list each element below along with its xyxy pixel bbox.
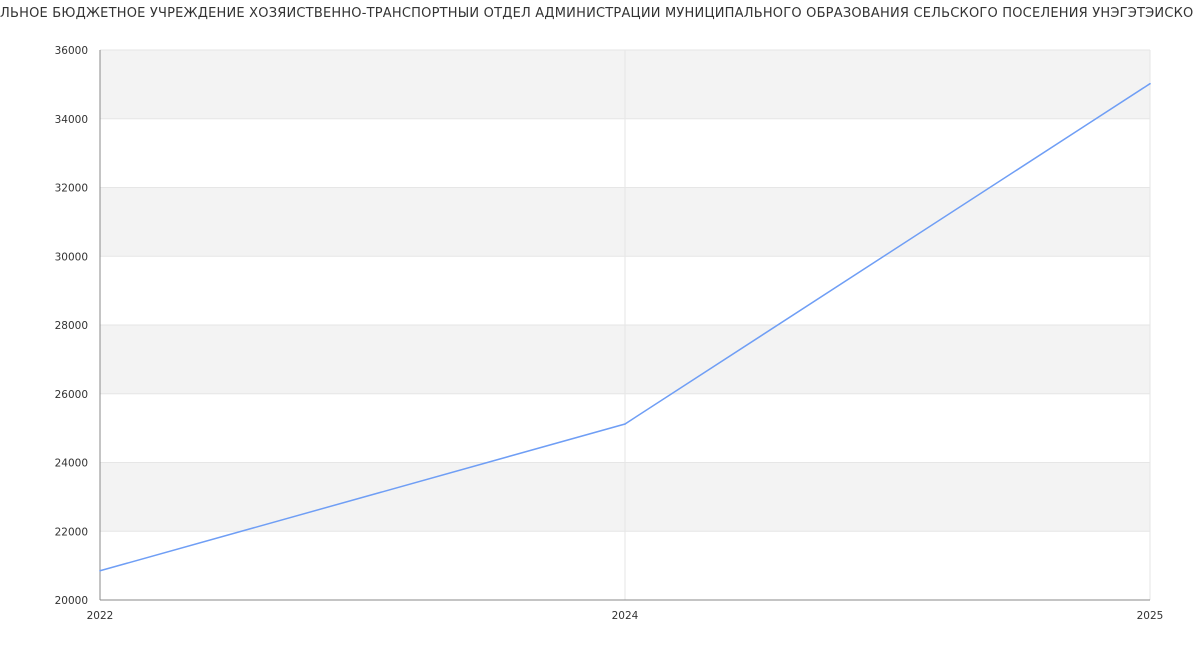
data-point xyxy=(624,423,626,425)
data-point xyxy=(99,569,101,572)
x-tick-label: 2024 xyxy=(612,610,639,622)
y-tick-label: 36000 xyxy=(55,45,88,57)
y-tick-label: 28000 xyxy=(55,320,88,332)
y-tick-label: 22000 xyxy=(55,526,88,538)
data-point xyxy=(1149,82,1151,85)
x-tick-label: 2022 xyxy=(87,610,114,622)
y-tick-label: 32000 xyxy=(55,183,88,195)
x-tick-label: 2025 xyxy=(1137,610,1164,622)
chart-title: ЛЬНОЕ БЮДЖЕТНОЕ УЧРЕЖДЕНИЕ ХОЗЯЙСТВЕННО-… xyxy=(0,6,1194,21)
y-tick-label: 26000 xyxy=(55,389,88,401)
y-tick-label: 34000 xyxy=(55,114,88,126)
y-tick-label: 24000 xyxy=(55,458,88,470)
y-tick-label: 20000 xyxy=(55,595,88,607)
y-tick-label: 30000 xyxy=(55,251,88,263)
